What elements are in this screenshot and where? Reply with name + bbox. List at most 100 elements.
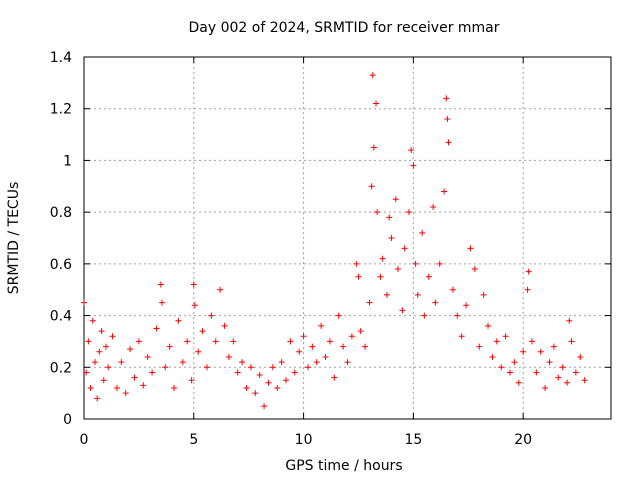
data-point bbox=[425, 273, 432, 280]
data-point bbox=[412, 260, 419, 267]
y-tick-label: 0.2 bbox=[50, 360, 72, 376]
data-point bbox=[230, 338, 237, 345]
plot-frame bbox=[83, 56, 612, 420]
data-point bbox=[377, 273, 384, 280]
data-point bbox=[149, 369, 156, 376]
data-point bbox=[85, 338, 92, 345]
data-point bbox=[191, 302, 198, 309]
data-point bbox=[353, 260, 360, 267]
data-point bbox=[190, 281, 197, 288]
data-point bbox=[471, 266, 478, 273]
data-point bbox=[98, 328, 105, 335]
data-point bbox=[436, 260, 443, 267]
y-tick-label: 0.4 bbox=[50, 309, 72, 325]
data-point bbox=[537, 348, 544, 355]
data-point bbox=[445, 139, 452, 146]
data-point bbox=[355, 273, 362, 280]
x-tick-label: 0 bbox=[80, 432, 89, 448]
data-point bbox=[122, 390, 129, 397]
data-point bbox=[283, 377, 290, 384]
data-point bbox=[265, 379, 272, 386]
data-point bbox=[239, 359, 246, 366]
data-point bbox=[344, 359, 351, 366]
x-tick-label: 20 bbox=[514, 432, 532, 448]
chart-title: Day 002 of 2024, SRMTID for receiver mma… bbox=[188, 20, 499, 36]
data-point bbox=[81, 299, 87, 306]
data-point bbox=[234, 369, 241, 376]
data-point bbox=[399, 307, 406, 314]
data-point bbox=[581, 377, 588, 384]
data-point bbox=[105, 364, 112, 371]
data-point bbox=[511, 359, 518, 366]
data-point bbox=[274, 384, 281, 391]
data-point bbox=[463, 302, 470, 309]
data-point bbox=[432, 299, 439, 306]
data-point bbox=[449, 286, 456, 293]
y-tick-label: 1.4 bbox=[50, 50, 72, 66]
x-axis-label: GPS time / hours bbox=[285, 458, 402, 474]
data-point bbox=[524, 286, 531, 293]
data-point bbox=[135, 338, 142, 345]
data-point bbox=[444, 116, 451, 123]
data-point bbox=[515, 379, 522, 386]
data-point bbox=[109, 333, 116, 340]
data-point bbox=[568, 338, 575, 345]
tick-layer: 0 0.2 0.4 0.6 0.8 1 1.2 1.4 0 5 10 15 20 bbox=[50, 50, 611, 448]
data-point bbox=[157, 281, 164, 288]
data-point bbox=[199, 328, 206, 335]
data-point bbox=[162, 364, 169, 371]
data-point bbox=[485, 322, 492, 329]
data-point bbox=[458, 333, 465, 340]
data-point bbox=[331, 374, 338, 381]
data-point bbox=[256, 372, 263, 379]
data-point bbox=[188, 377, 195, 384]
data-point bbox=[443, 95, 450, 102]
data-point bbox=[392, 196, 399, 203]
data-point bbox=[572, 369, 579, 376]
data-point bbox=[370, 144, 377, 151]
grid-layer bbox=[84, 57, 611, 419]
data-point bbox=[83, 369, 90, 376]
data-point bbox=[550, 343, 557, 350]
data-point bbox=[369, 72, 376, 79]
data-point bbox=[405, 209, 412, 216]
data-point bbox=[94, 395, 101, 402]
data-point bbox=[401, 245, 408, 252]
y-axis-label: SRMTID / TECUs bbox=[6, 182, 22, 295]
data-point bbox=[287, 338, 294, 345]
data-point bbox=[379, 255, 386, 262]
data-point bbox=[533, 369, 540, 376]
data-point bbox=[384, 291, 391, 298]
data-point bbox=[127, 346, 134, 353]
data-point bbox=[408, 147, 415, 154]
data-point bbox=[542, 384, 549, 391]
data-point bbox=[555, 374, 562, 381]
data-point bbox=[395, 266, 402, 273]
data-point bbox=[335, 312, 342, 319]
data-point bbox=[480, 291, 487, 298]
data-point bbox=[247, 364, 254, 371]
data-point bbox=[291, 369, 298, 376]
data-point bbox=[430, 203, 437, 210]
data-point bbox=[454, 312, 461, 319]
data-point bbox=[414, 291, 421, 298]
data-point bbox=[493, 338, 500, 345]
data-point bbox=[528, 338, 535, 345]
data-point bbox=[374, 209, 381, 216]
data-point bbox=[322, 353, 329, 360]
data-point bbox=[261, 403, 268, 410]
data-point bbox=[203, 364, 210, 371]
data-point bbox=[153, 325, 160, 332]
data-point bbox=[525, 268, 532, 275]
data-point bbox=[489, 353, 496, 360]
data-point bbox=[252, 390, 259, 397]
data-point bbox=[506, 369, 513, 376]
data-point bbox=[421, 312, 428, 319]
data-point bbox=[362, 343, 369, 350]
data-point bbox=[476, 343, 483, 350]
data-point bbox=[269, 364, 276, 371]
data-point bbox=[318, 322, 325, 329]
y-tick-label: 1.2 bbox=[50, 102, 72, 118]
data-point bbox=[171, 384, 178, 391]
